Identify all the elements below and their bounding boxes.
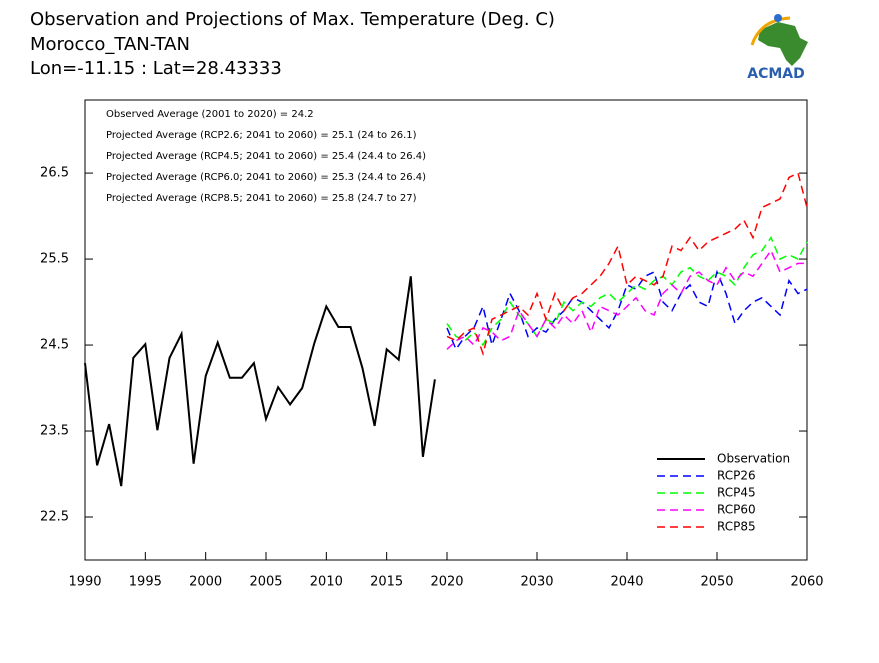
y-tick-label: 25.5 — [40, 252, 69, 267]
annotation: Projected Average (RCP2.6; 2041 to 2060)… — [106, 130, 417, 141]
annotation: Observed Average (2001 to 2020) = 24.2 — [106, 109, 314, 120]
logo-text: ACMAD — [747, 66, 805, 82]
y-tick-label: 22.5 — [40, 510, 69, 525]
legend-label: RCP85 — [717, 520, 756, 534]
chart-subtitle: Lon=-11.15 : Lat=28.43333 — [30, 58, 282, 79]
x-tick-label: 2040 — [610, 575, 643, 590]
x-tick-label: 2010 — [310, 575, 343, 590]
x-tick-label: 2000 — [189, 575, 222, 590]
logo-drop — [774, 14, 782, 22]
legend-label: RCP26 — [717, 469, 756, 483]
legend-label: RCP60 — [717, 503, 756, 517]
logo: ACMAD — [747, 14, 808, 82]
annotation: Projected Average (RCP4.5; 2041 to 2060)… — [106, 151, 426, 162]
x-tick-label: 2015 — [370, 575, 403, 590]
series-line — [446, 172, 808, 357]
y-tick-label: 26.5 — [40, 166, 69, 181]
series-line — [84, 276, 436, 487]
series-line — [446, 269, 808, 351]
y-tick-label: 23.5 — [40, 424, 69, 439]
x-tick-label: 2020 — [430, 575, 463, 590]
x-tick-label: 1990 — [68, 575, 101, 590]
legend-label: Observation — [717, 452, 790, 466]
plot-frame — [84, 99, 808, 561]
x-tick-label: 1995 — [129, 575, 162, 590]
legend-label: RCP45 — [717, 486, 756, 500]
annotation: Projected Average (RCP8.5; 2041 to 2060)… — [106, 193, 417, 204]
x-tick-label: 2005 — [249, 575, 282, 590]
series-line — [446, 248, 807, 350]
annotation: Projected Average (RCP6.0; 2041 to 2060)… — [106, 172, 426, 183]
x-tick-label: 2060 — [790, 575, 823, 590]
logo-map — [758, 22, 808, 66]
chart-title: Observation and Projections of Max. Temp… — [30, 9, 555, 30]
x-tick-label: 2030 — [520, 575, 553, 590]
chart-subtitle: Morocco_TAN-TAN — [30, 34, 190, 55]
x-tick-label: 2050 — [700, 575, 733, 590]
series-line — [446, 236, 808, 347]
logo-arc — [750, 16, 791, 46]
y-tick-label: 24.5 — [40, 338, 69, 353]
